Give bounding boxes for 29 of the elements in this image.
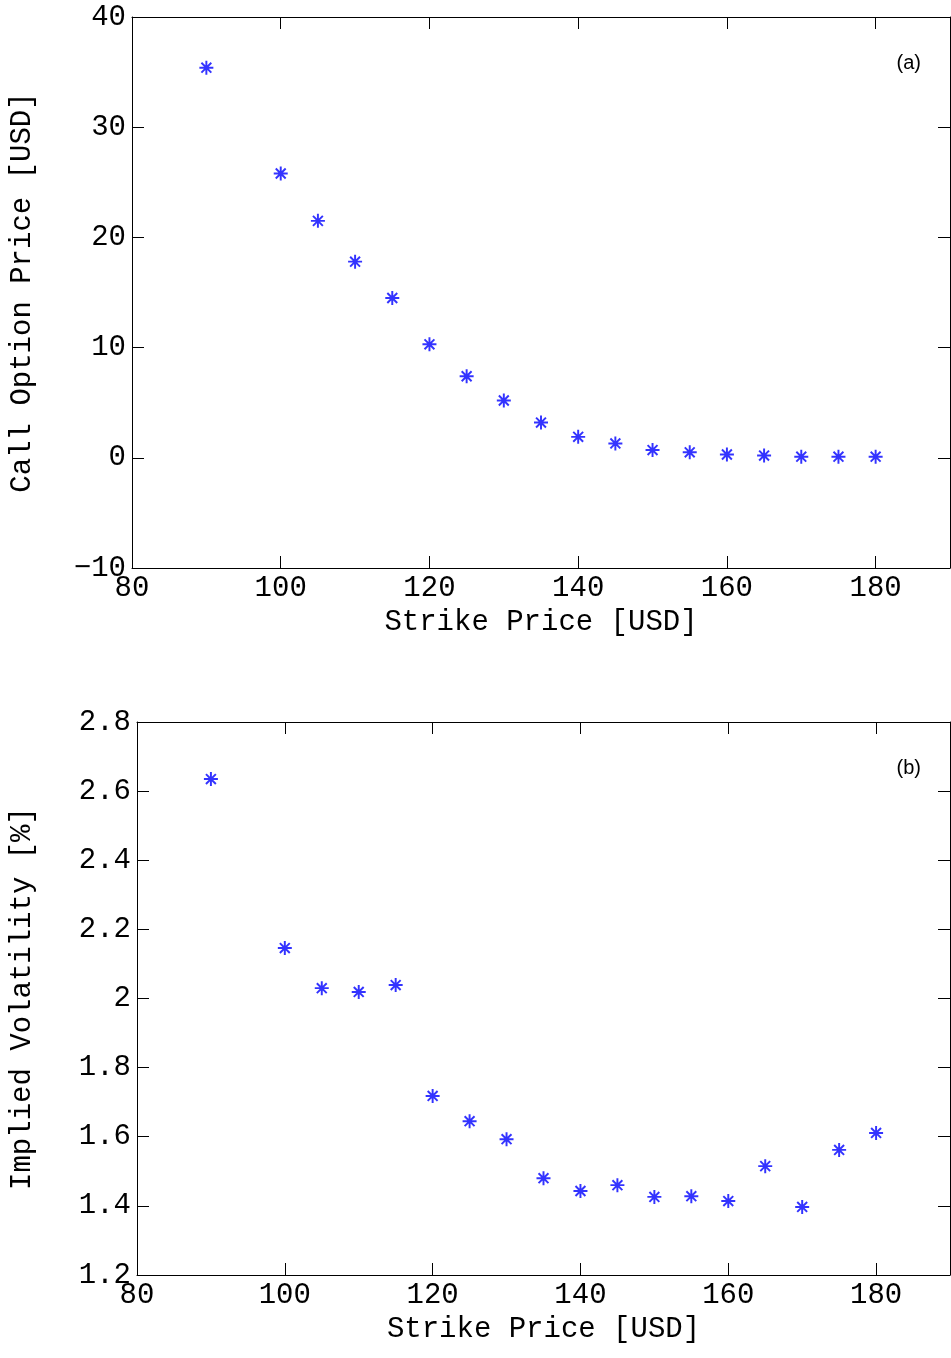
y-tick-label: 2.8: [78, 705, 131, 739]
x-tick-label: 100: [258, 1279, 311, 1312]
annotation: (b): [896, 756, 922, 778]
y-tick-label: 1.4: [78, 1189, 131, 1223]
y-tick-label: 2.6: [78, 774, 131, 808]
y-tick-label: 2.2: [78, 912, 131, 946]
x-tick-label: 120: [403, 572, 456, 605]
x-tick-label: 120: [406, 1279, 459, 1312]
x-tick-label: 160: [702, 1279, 755, 1312]
y-tick-label: 40: [91, 0, 126, 34]
x-tick-label: 100: [254, 572, 307, 605]
y-tick-label: 30: [91, 110, 126, 144]
x-tick-label: 180: [849, 1279, 903, 1312]
y-tick-label: 0: [108, 441, 126, 475]
x-tick-label: 160: [700, 572, 754, 605]
x-tick-label: 140: [552, 572, 605, 605]
y-tick-label: 1.6: [78, 1120, 131, 1154]
y-tick-label: 2.4: [78, 843, 131, 877]
annotation: (a): [896, 51, 922, 73]
x-tick-label: 140: [554, 1279, 607, 1312]
y-tick-label: 1.8: [78, 1051, 131, 1085]
x-axis-title: Strike Price [USD]: [384, 605, 698, 639]
y-axis-title: Implied Volatility [%]: [6, 807, 39, 1190]
y-axis-title: Call Option Price [USD]: [6, 92, 39, 493]
y-tick-label: 2: [113, 982, 131, 1015]
y-tick-label: 20: [91, 220, 126, 254]
x-axis-title: Strike Price [USD]: [386, 1312, 701, 1346]
y-tick-label: 10: [91, 331, 126, 365]
x-tick-label: 180: [849, 572, 902, 605]
